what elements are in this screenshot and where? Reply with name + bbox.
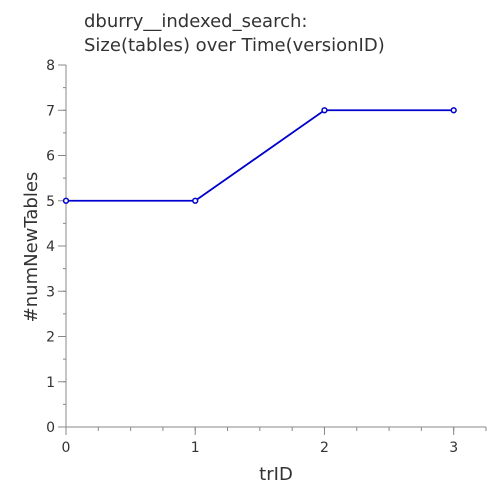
y-tick-label: 2 xyxy=(46,330,55,346)
y-axis-label: #numNewTables xyxy=(21,172,42,323)
x-tick-label: 3 xyxy=(449,440,458,456)
chart-title-line-2: Size(tables) over Time(versionID) xyxy=(84,35,385,56)
y-tick-label: 4 xyxy=(46,239,55,255)
axes xyxy=(65,65,486,428)
data-point xyxy=(62,197,70,204)
chart-title-line-1: dburry__indexed_search: xyxy=(84,11,307,32)
data-point xyxy=(321,107,328,114)
y-tick-label: 1 xyxy=(46,375,55,391)
y-tick-label: 5 xyxy=(46,194,55,210)
x-tick-label: 1 xyxy=(191,440,200,456)
x-tick-label: 0 xyxy=(62,440,71,456)
data-point xyxy=(450,107,457,114)
y-tick-label: 3 xyxy=(46,284,55,300)
y-tick-label: 6 xyxy=(46,149,55,165)
x-axis-label: trID xyxy=(259,464,293,485)
data-point xyxy=(192,197,199,204)
ticks xyxy=(58,64,487,435)
tick-labels: 0 1 2 3 4 5 6 7 8 0 1 2 3 xyxy=(46,58,458,456)
y-tick-label: 0 xyxy=(46,420,55,436)
chart-title: dburry__indexed_search: Size(tables) ove… xyxy=(84,11,385,56)
x-tick-label: 2 xyxy=(320,440,329,456)
y-tick-label: 7 xyxy=(46,103,55,119)
series-line xyxy=(66,109,454,202)
y-tick-label: 8 xyxy=(46,58,55,74)
series-group xyxy=(62,107,457,204)
